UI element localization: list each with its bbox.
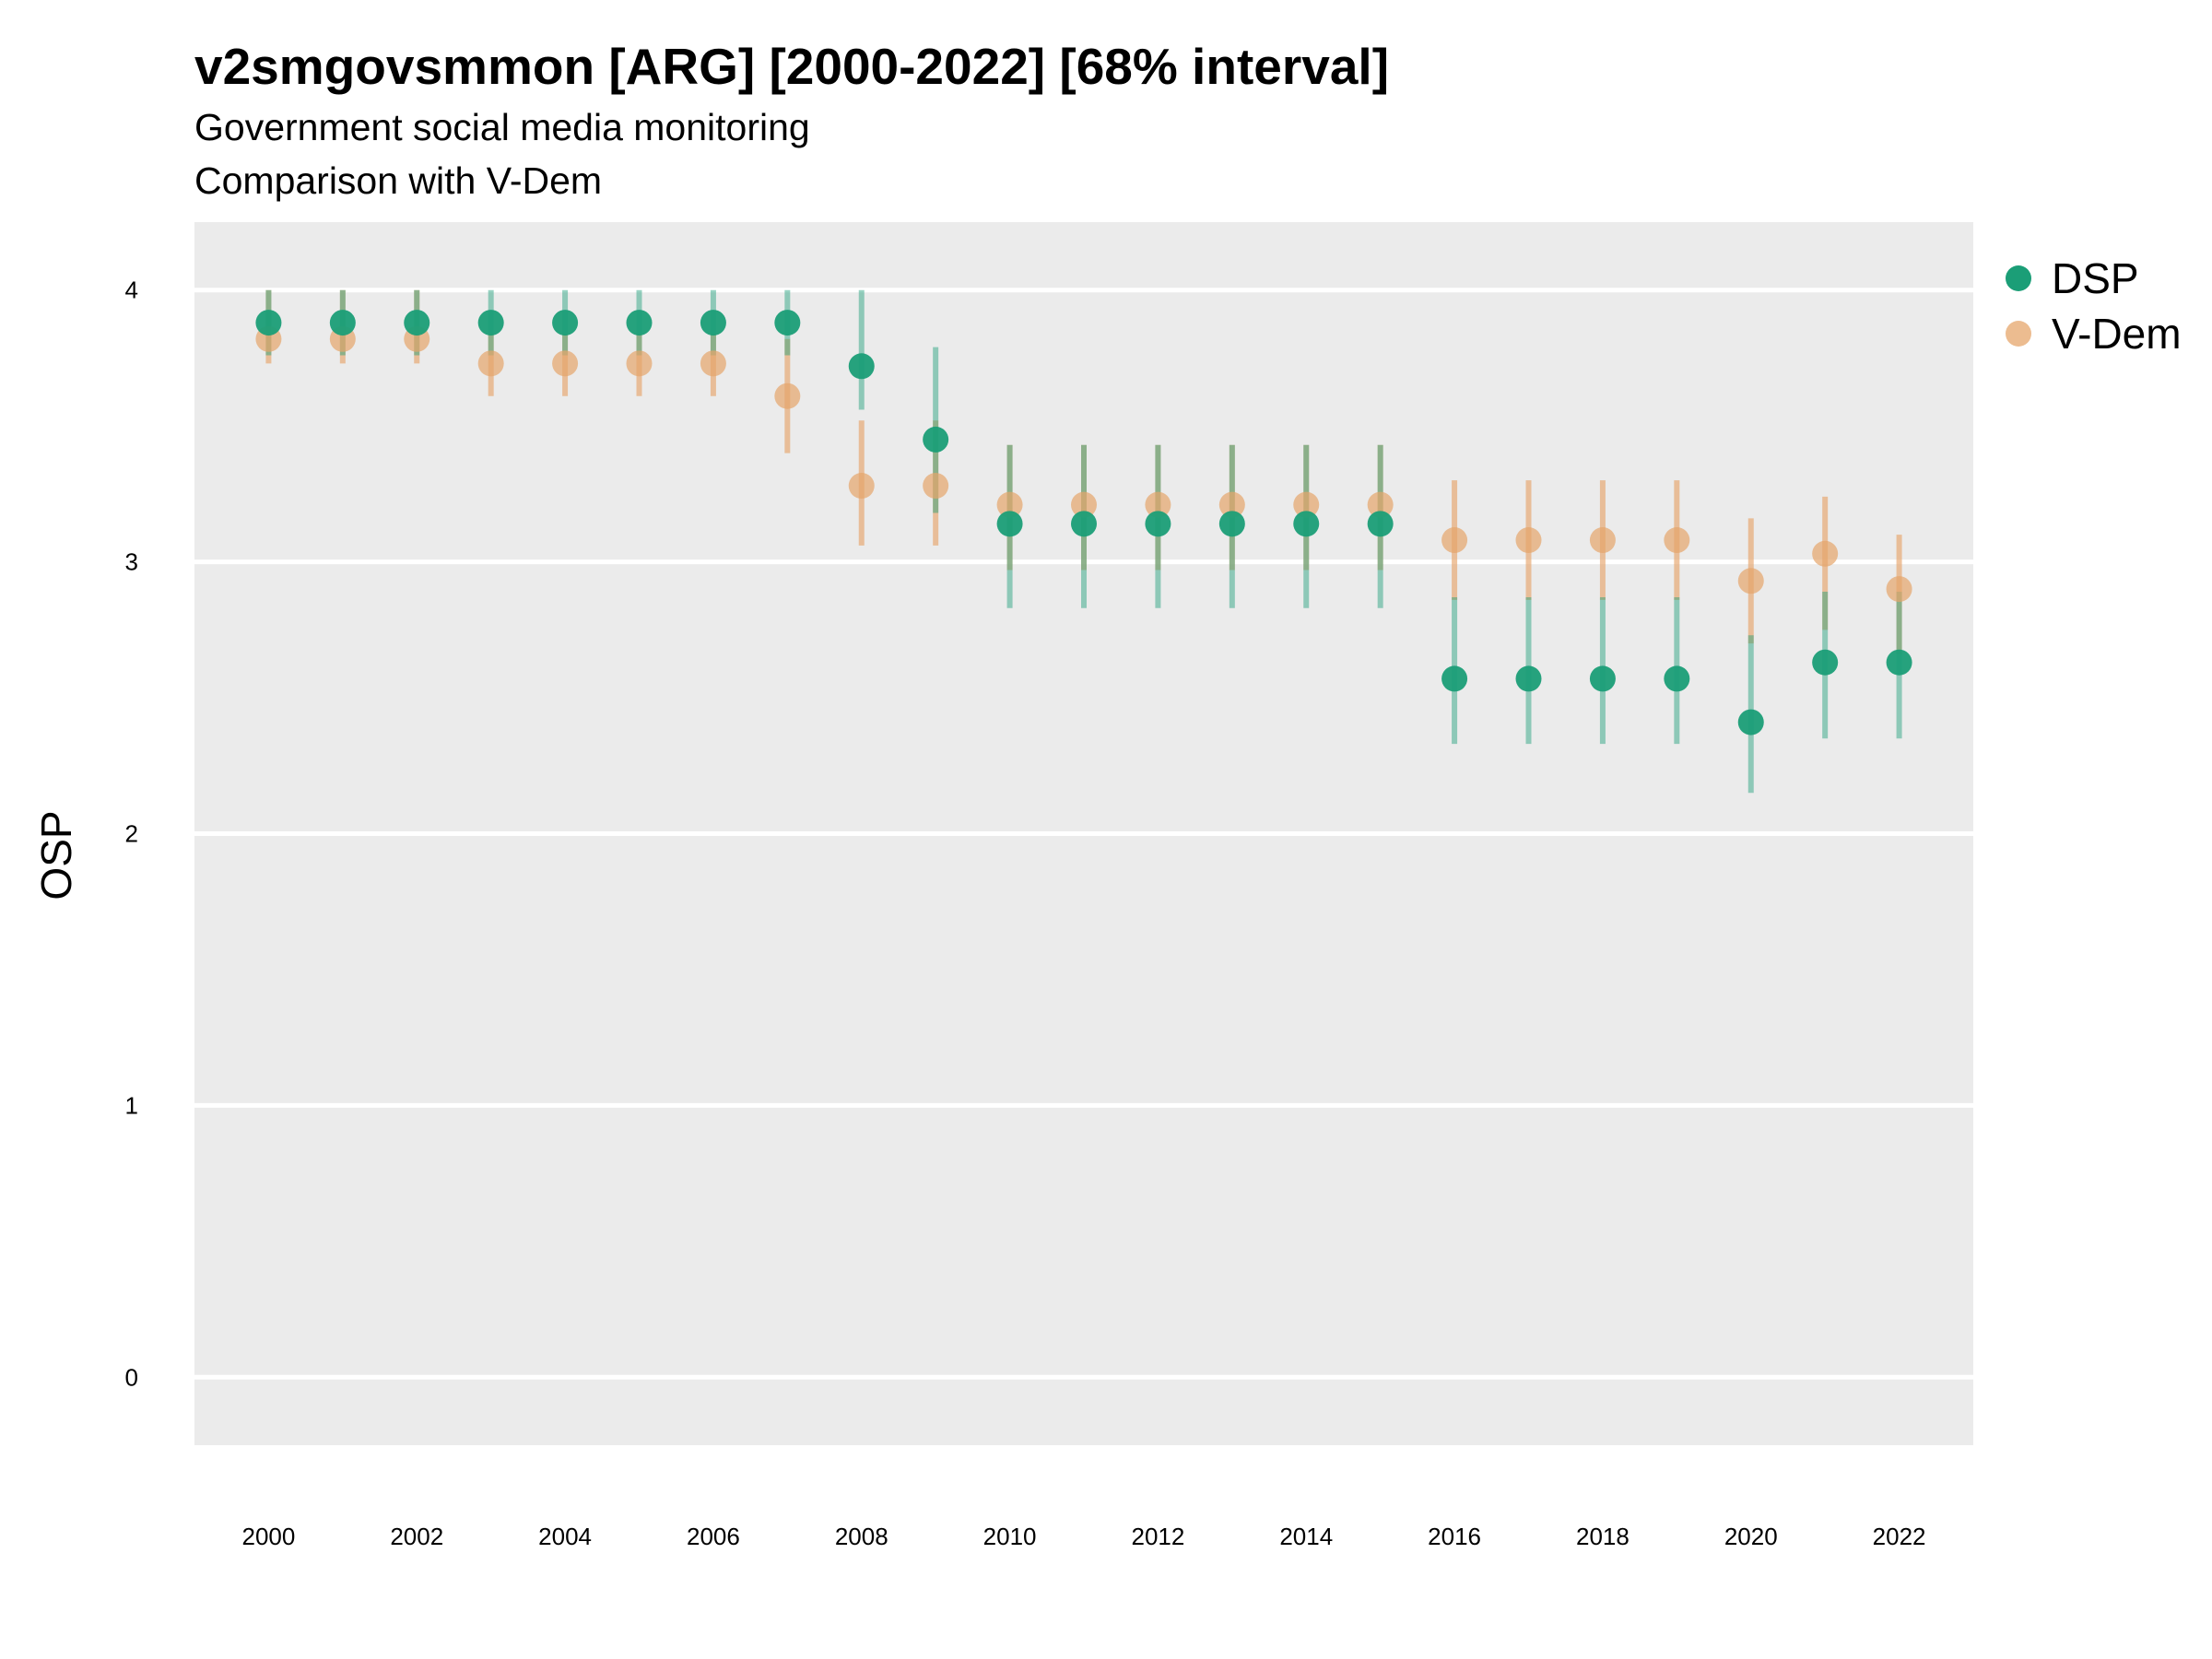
- point-vdem: [1218, 491, 1245, 518]
- y-tick-label: 3: [125, 548, 138, 576]
- legend-label-dsp: DSP: [2052, 254, 2139, 302]
- point-dsp: [1589, 665, 1616, 692]
- y-tick-label: 2: [125, 820, 138, 848]
- point-dsp: [1737, 709, 1764, 735]
- x-tick-label: 2010: [983, 1523, 1037, 1550]
- legend-key-dsp: [2006, 265, 2031, 291]
- data-points: [255, 310, 1912, 735]
- point-dsp: [774, 310, 801, 336]
- point-vdem: [1737, 568, 1764, 594]
- y-tick-label: 1: [125, 1091, 138, 1119]
- point-vdem: [552, 350, 579, 377]
- x-tick-label: 2008: [835, 1523, 888, 1550]
- x-tick-label: 2022: [1873, 1523, 1926, 1550]
- point-dsp: [923, 426, 949, 453]
- point-dsp: [552, 310, 579, 336]
- chart-title: v2smgovsmmon [ARG] [2000-2022] [68% inte…: [194, 38, 1390, 95]
- x-tick-label: 2004: [538, 1523, 592, 1550]
- point-vdem: [1515, 527, 1542, 554]
- point-dsp: [1441, 665, 1468, 692]
- point-vdem: [774, 382, 801, 409]
- point-dsp: [700, 310, 726, 336]
- y-tick-label: 0: [125, 1363, 138, 1391]
- point-vdem: [1441, 527, 1468, 554]
- point-dsp: [329, 310, 356, 336]
- point-dsp: [1218, 511, 1245, 537]
- point-vdem: [1812, 540, 1839, 567]
- legend-item-vdem: V-Dem: [2006, 306, 2182, 361]
- point-vdem: [1293, 491, 1320, 518]
- x-tick-label: 2006: [687, 1523, 740, 1550]
- point-vdem: [848, 473, 875, 500]
- point-dsp: [477, 310, 504, 336]
- point-dsp: [1664, 665, 1690, 692]
- point-vdem: [626, 350, 653, 377]
- x-tick-label: 2000: [241, 1523, 295, 1550]
- point-dsp: [1071, 511, 1097, 537]
- x-tick-label: 2002: [390, 1523, 443, 1550]
- point-dsp: [626, 310, 653, 336]
- y-tick-label: 4: [125, 276, 138, 304]
- x-tick-label: 2014: [1279, 1523, 1333, 1550]
- point-dsp: [1886, 649, 1912, 676]
- point-vdem: [1071, 491, 1097, 518]
- legend-item-dsp: DSP: [2006, 251, 2182, 306]
- point-dsp: [404, 310, 430, 336]
- point-vdem: [1145, 491, 1171, 518]
- x-tick-labels: 2000 2002 2004 2006 2008 2010 2012 2014 2016 2018…: [241, 1523, 1925, 1550]
- point-dsp: [1515, 665, 1542, 692]
- point-vdem: [996, 491, 1023, 518]
- point-vdem: [1589, 527, 1616, 554]
- x-tick-label: 2018: [1576, 1523, 1630, 1550]
- point-vdem: [700, 350, 726, 377]
- y-tick-labels: 0 1 2 3 4: [125, 276, 138, 1392]
- chart-subtitle-comparison: Comparison with V-Dem: [194, 159, 603, 202]
- x-tick-label: 2020: [1724, 1523, 1778, 1550]
- legend-key-vdem: [2006, 321, 2031, 347]
- point-vdem: [1886, 576, 1912, 603]
- point-dsp: [996, 511, 1023, 537]
- point-dsp: [848, 353, 875, 380]
- point-vdem: [1664, 527, 1690, 554]
- point-vdem: [477, 350, 504, 377]
- point-dsp: [255, 310, 282, 336]
- legend-label-vdem: V-Dem: [2052, 310, 2182, 358]
- legend: DSP V-Dem: [2006, 251, 2182, 361]
- x-tick-label: 2016: [1428, 1523, 1481, 1550]
- point-dsp: [1145, 511, 1171, 537]
- chart-subtitle: Government social media monitoring: [194, 106, 810, 148]
- x-tick-label: 2012: [1131, 1523, 1184, 1550]
- y-axis-label: OSP: [32, 810, 80, 900]
- point-vdem: [1367, 491, 1394, 518]
- point-dsp: [1812, 649, 1839, 676]
- point-dsp: [1367, 511, 1394, 537]
- point-dsp: [1293, 511, 1320, 537]
- point-vdem: [923, 473, 949, 500]
